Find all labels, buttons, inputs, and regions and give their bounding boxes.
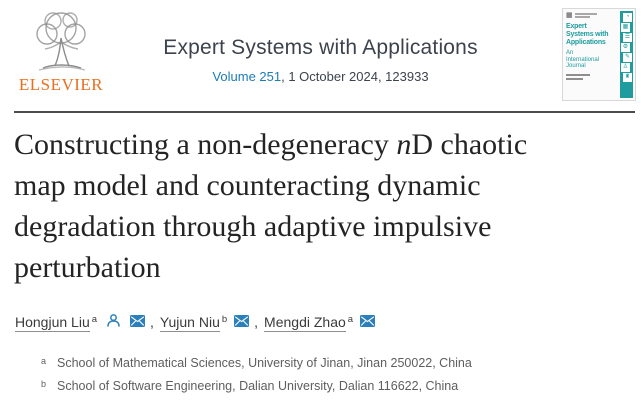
affiliation-marker: a [41, 356, 47, 366]
author-yujun-niu: Yujun Niu b [159, 313, 228, 333]
cover-strip-icon: ☰ [623, 33, 632, 42]
cover-strip-icon: ▦ [621, 23, 630, 32]
issue-info: , 1 October 2024, 123933 [281, 69, 429, 84]
cover-strip-icon: ♜ [623, 73, 632, 82]
title-line-2: map model and counteracting dynamic [14, 169, 481, 202]
cover-strip-icon: ⚙ [621, 43, 630, 52]
journal-title-link[interactable]: Expert Systems with Applications [163, 36, 478, 59]
cover-content: ▦ Expert Systems with Applications An In… [566, 12, 618, 97]
journal-issue-line: Volume 251, 1 October 2024, 123933 [130, 69, 511, 84]
elsevier-logo[interactable]: ELSEVIER [18, 8, 104, 95]
cover-editor-microtext [566, 73, 618, 80]
cover-journal-title: Expert Systems with Applications [566, 23, 609, 46]
title-line-4: perturbation [14, 251, 161, 284]
author-link[interactable]: Mengdi Zhao [264, 314, 346, 333]
cover-grid-logo-icon: ▦ [566, 12, 573, 19]
email-author-icon[interactable] [360, 314, 376, 330]
volume-link[interactable]: Volume 251 [212, 69, 282, 84]
cover-volume-microtext [575, 12, 597, 18]
affiliation-list: a School of Mathematical Sciences, Unive… [41, 356, 472, 402]
cover-icon-strip: ◔ ▦ ☰ ⚙ ✎ ♙ ♜ [620, 11, 633, 98]
author-link[interactable]: Hongjun Liu [15, 314, 90, 333]
author-link[interactable]: Yujun Niu [159, 314, 220, 333]
title-line-3: degradation through adaptive impulsive [14, 210, 492, 243]
email-author-icon[interactable] [234, 314, 250, 330]
author-separator: , [254, 314, 259, 330]
cover-strip-icon: ◔ [623, 13, 632, 22]
title-line-1: Constructing a non-degeneracy nD chaotic [14, 128, 528, 161]
cover-top-row: ▦ [566, 12, 618, 19]
affiliation-row: b School of Software Engineering, Dalian… [41, 379, 472, 394]
elsevier-tree-icon [36, 12, 86, 71]
author-list: Hongjun Liu a , Yujun Niu b , Mengdi Zhao a [15, 313, 378, 333]
article-title: Constructing a non-degeneracy nD chaotic… [14, 124, 629, 288]
header-divider [14, 111, 635, 113]
email-author-icon[interactable] [130, 314, 146, 330]
affiliation-text: School of Mathematical Sciences, Univers… [57, 356, 472, 370]
author-profile-icon[interactable] [106, 313, 121, 331]
cover-strip-icon: ✎ [623, 53, 632, 62]
journal-block: Expert Systems with Applications Volume … [130, 36, 511, 84]
author-hongjun-liu: Hongjun Liu a [15, 313, 98, 333]
author-affil-sup: a [347, 313, 354, 325]
author-mengdi-zhao: Mengdi Zhao a [264, 313, 354, 333]
cover-journal-subtitle: An International Journal [566, 50, 600, 69]
affiliation-text: School of Software Engineering, Dalian U… [57, 379, 459, 393]
publisher-name: ELSEVIER [18, 75, 104, 94]
affiliation-row: a School of Mathematical Sciences, Unive… [41, 356, 472, 371]
affiliation-marker: b [41, 379, 47, 389]
journal-cover-thumbnail[interactable]: ▦ Expert Systems with Applications An In… [562, 8, 636, 101]
author-affil-sup: b [221, 313, 228, 325]
author-separator: , [150, 314, 154, 330]
author-affil-sup: a [91, 313, 98, 325]
cover-strip-icon: ♙ [621, 63, 630, 72]
